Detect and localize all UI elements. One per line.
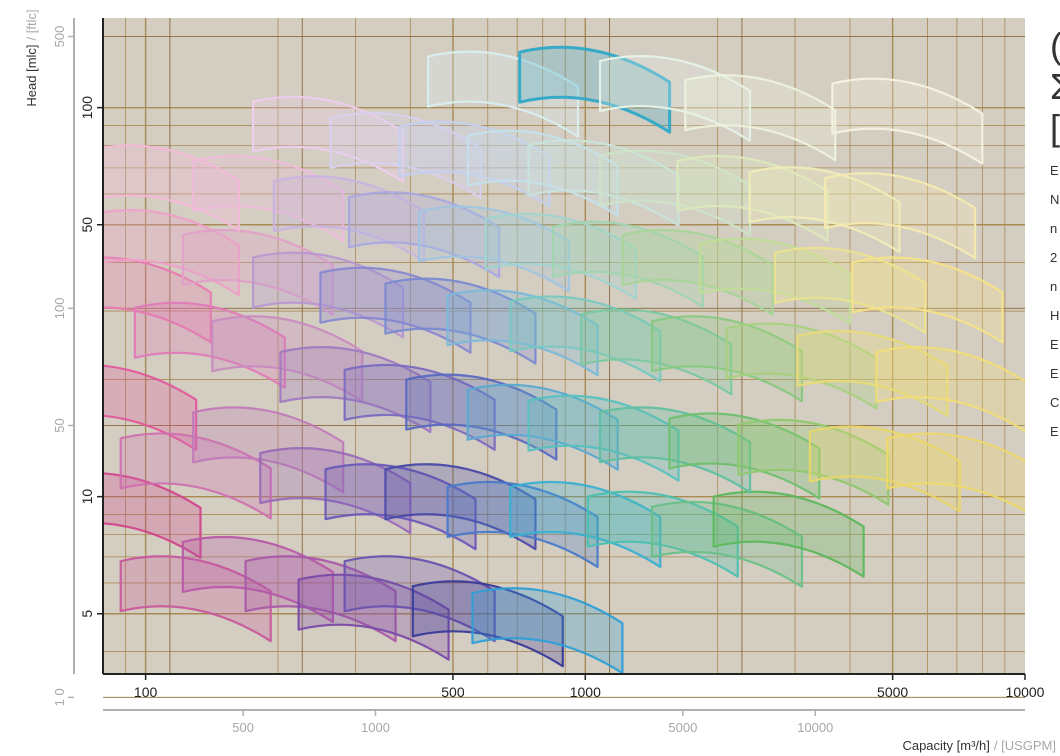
performance-region — [737, 418, 890, 506]
performance-region — [725, 322, 878, 410]
y2-tick-label: 50 — [52, 418, 67, 432]
performance-region — [279, 346, 432, 434]
performance-region — [384, 463, 537, 551]
performance-region — [446, 481, 599, 569]
performance-region — [509, 481, 662, 569]
performance-region — [527, 394, 680, 482]
side-body-line: E — [1050, 366, 1059, 381]
side-body-line: C — [1050, 395, 1060, 410]
side-body-line: E — [1050, 337, 1059, 352]
x2-tick-label: 500 — [232, 720, 254, 735]
performance-region — [384, 277, 537, 365]
side-body-line: n — [1050, 279, 1058, 294]
performance-region — [598, 55, 752, 143]
performance-region — [484, 212, 637, 300]
performance-region — [417, 205, 571, 293]
performance-region — [446, 289, 599, 377]
performance-region — [103, 364, 198, 451]
y2-tick-label: 500 — [52, 26, 67, 48]
x-axis-label: Capacity [m³/h] — [902, 738, 989, 753]
performance-region — [343, 363, 496, 451]
performance-region — [676, 154, 829, 243]
performance-region — [466, 129, 619, 217]
side-body-line: E — [1050, 163, 1059, 178]
x2-tick-label: 10000 — [797, 720, 833, 735]
x-axis-title: Capacity [m³/h] / [USGPM] — [902, 738, 1056, 753]
y-tick-label: 50 — [79, 217, 95, 233]
performance-region — [324, 463, 477, 551]
performance-region — [398, 120, 551, 208]
performance-region — [796, 330, 949, 418]
performance-region — [598, 149, 752, 237]
performance-region — [668, 412, 821, 500]
axes — [73, 18, 1025, 711]
side-body-line: 2 — [1050, 250, 1058, 265]
x-tick-label: 5000 — [877, 684, 908, 700]
performance-region — [808, 425, 961, 513]
performance-region — [251, 251, 405, 339]
performance-region — [343, 555, 496, 643]
performance-region — [251, 95, 405, 183]
side-heading-line: [ — [1050, 107, 1060, 148]
y2-tick-label: 100 — [52, 298, 67, 320]
y-axis-title: Head [mlc] / [ftlc] — [24, 9, 39, 106]
side-body-line: H — [1050, 308, 1060, 323]
performance-region — [119, 555, 272, 643]
side-heading-line: ( — [1050, 25, 1060, 66]
y-axis-label: Head [mlc] — [24, 44, 39, 106]
performance-region — [244, 555, 397, 643]
performance-region — [684, 74, 837, 162]
performance-region — [773, 246, 927, 334]
y-axis-label-secondary: / [ftlc] — [24, 9, 39, 40]
x2-tick-label: 1000 — [361, 720, 390, 735]
performance-regions — [103, 45, 1025, 674]
performance-region — [411, 580, 564, 668]
x-tick-label: 1000 — [570, 684, 601, 700]
x-tick-label: 500 — [441, 684, 465, 700]
performance-region — [329, 111, 482, 199]
performance-region — [192, 406, 345, 494]
x-axis-label-secondary: / [USGPM] — [994, 738, 1056, 753]
y-tick-label: 100 — [79, 96, 95, 120]
x-tick-label: 10000 — [1006, 684, 1045, 700]
performance-region — [527, 139, 680, 227]
x2-tick-label: 5000 — [668, 720, 697, 735]
performance-region — [426, 50, 580, 138]
side-body-line: E — [1050, 424, 1059, 439]
performance-region — [181, 535, 334, 624]
side-body-line: N — [1050, 192, 1060, 207]
performance-region — [259, 447, 412, 535]
performance-region — [551, 220, 705, 308]
performance-region — [119, 432, 272, 520]
performance-region — [586, 490, 739, 578]
performance-region — [297, 573, 450, 661]
performance-region — [831, 77, 984, 165]
performance-region — [319, 266, 472, 354]
side-heading-line: Σ — [1050, 66, 1060, 107]
performance-region — [405, 373, 558, 461]
performance-region — [518, 45, 672, 134]
performance-region — [598, 406, 752, 494]
side-body-line: n — [1050, 221, 1058, 236]
y-tick-label: 5 — [79, 610, 95, 618]
performance-region — [712, 490, 865, 578]
performance-region — [824, 172, 977, 260]
performance-region — [621, 229, 774, 317]
performance-region — [466, 383, 619, 471]
performance-region — [103, 472, 202, 559]
y2-tick-label: 1 0 — [52, 688, 67, 706]
x-tick-label: 100 — [134, 684, 158, 700]
performance-region — [181, 229, 334, 317]
y-tick-label: 10 — [79, 489, 95, 505]
performance-region — [875, 346, 1025, 433]
performance-region — [851, 256, 1004, 344]
tick-labels: 100 500 1000 5000 10000 500 1000 5000 10000 5 10 50… — [52, 26, 1045, 735]
performance-region — [580, 308, 733, 396]
performance-region — [886, 432, 1025, 513]
